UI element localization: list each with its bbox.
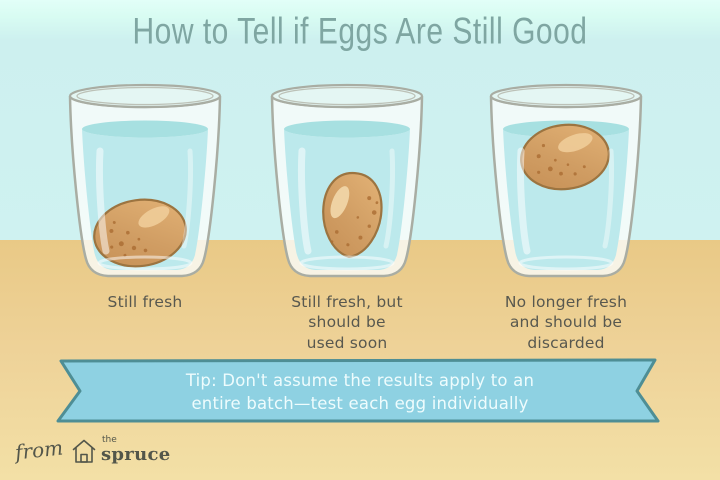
caption-line: should be [308, 313, 386, 332]
caption-use-soon: Still fresh, but should be used soon [242, 292, 452, 353]
glass-egg-middle-illustration [270, 83, 424, 278]
caption-line: Still fresh [107, 293, 183, 311]
caption-discard: No longer fresh and should be discarded [461, 292, 671, 353]
house-icon [72, 439, 96, 463]
glass-egg-bottom-illustration [68, 83, 222, 278]
caption-line: discarded [527, 333, 605, 352]
egg-fresh [93, 198, 187, 268]
captions-row: Still fresh Still fresh, but should be u… [0, 292, 720, 362]
tip-text: Tip: Don't assume the results apply to a… [120, 369, 600, 416]
tip-line: entire batch—test each egg individually [191, 394, 529, 414]
glass-rim [270, 83, 424, 109]
egg-suspended [322, 171, 383, 259]
tip-line: Tip: Don't assume the results apply to a… [185, 371, 535, 390]
caption-line: and should be [509, 313, 623, 332]
water-surface [82, 120, 208, 138]
tip-ribbon-banner [56, 358, 660, 423]
glass-egg-floating-illustration [489, 83, 643, 278]
caption-line: Still fresh, but [291, 293, 403, 311]
water-surface [284, 120, 410, 138]
glass-rim [68, 83, 222, 109]
caption-line: used soon [306, 333, 388, 352]
logo-wordmark: the spruce [101, 436, 171, 464]
logo-spruce: spruce [100, 444, 171, 465]
glass-rim [489, 83, 643, 109]
page-title: How to Tell if Eggs Are Still Good [132, 12, 588, 53]
logo-the: the [101, 435, 117, 445]
caption-line: No longer fresh [504, 293, 628, 311]
caption-still-fresh: Still fresh [40, 292, 250, 312]
logo-from-script: from [13, 435, 65, 465]
brand-logo: from the spruce [13, 435, 171, 465]
